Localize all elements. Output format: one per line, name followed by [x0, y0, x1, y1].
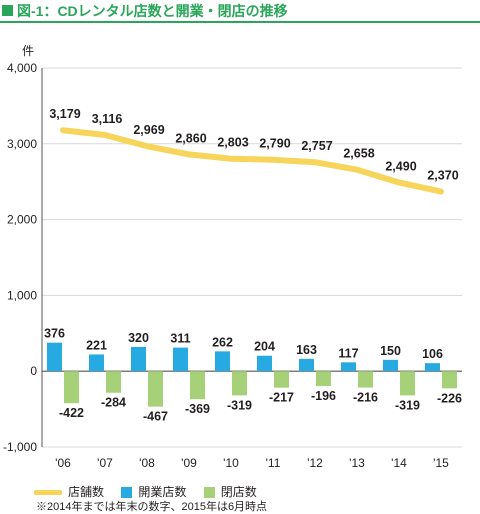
legend-line-swatch	[34, 490, 62, 496]
data-label-opening: 320	[128, 331, 149, 345]
data-label-opening: 163	[296, 343, 317, 357]
data-label-closing: -319	[227, 398, 252, 412]
y-tick-label: 1,000	[7, 288, 37, 302]
legend-item-closings: 閉店数	[203, 483, 257, 500]
data-label-opening: 262	[212, 335, 233, 349]
title-marker	[2, 5, 13, 16]
bar-closing	[106, 371, 121, 393]
bar-closing	[316, 371, 331, 387]
bar-closing	[400, 371, 415, 396]
data-label-closing: -284	[101, 396, 126, 410]
x-tick-label: '08	[139, 456, 155, 470]
bar-closing	[64, 371, 79, 404]
x-tick-label: '12	[307, 456, 323, 470]
x-tick-label: '07	[97, 456, 113, 470]
data-label-opening: 376	[44, 327, 65, 341]
line-series	[60, 127, 444, 195]
data-label-closing: -422	[59, 406, 84, 420]
bar-closing	[148, 371, 163, 407]
store-count-line	[60, 127, 444, 195]
bar-closing	[232, 371, 247, 396]
data-label-opening: 311	[170, 332, 190, 346]
footnote: ※2014年までは年末の数字、2015年は6月時点	[36, 501, 268, 513]
x-tick-label: '06	[55, 456, 71, 470]
y-tick-label: 0	[30, 364, 37, 378]
legend-blue-swatch	[121, 487, 133, 499]
bar-series	[47, 342, 457, 407]
bar-closing	[274, 371, 289, 388]
data-label-stores: 2,757	[301, 139, 332, 153]
data-label-opening: 117	[338, 346, 358, 360]
legend-label-stores: 店舗数	[68, 485, 105, 499]
x-tick-label: '10	[223, 456, 239, 470]
data-label-closing: -226	[437, 391, 462, 405]
data-label-opening: 221	[86, 338, 107, 352]
data-label-stores: 3,179	[49, 107, 80, 121]
bar-closing	[442, 371, 457, 389]
bar-opening	[215, 351, 230, 372]
data-label-stores: 2,803	[217, 136, 248, 150]
data-label-closing: -217	[269, 391, 294, 405]
y-tick-labels: 4,000 3,000 2,000 1,000 0 -1,000	[3, 61, 37, 454]
legend-label-openings: 開業店数	[138, 485, 187, 499]
bar-opening	[131, 346, 146, 372]
legend-green-swatch	[203, 487, 215, 499]
y-tick-label: 4,000	[7, 61, 37, 75]
data-label-closing: -369	[185, 402, 210, 416]
y-tick-label: 2,000	[7, 213, 37, 227]
bar-opening	[173, 347, 188, 372]
data-label-closing: -216	[353, 391, 378, 405]
data-label-opening: 106	[422, 347, 443, 361]
data-label-closing: -319	[395, 398, 420, 412]
data-label-stores: 2,790	[259, 137, 290, 151]
x-tick-label: '09	[181, 456, 197, 470]
x-tick-label: '14	[391, 456, 407, 470]
bar-opening	[257, 355, 272, 372]
data-label-stores: 2,969	[133, 123, 164, 137]
data-labels: 376 -422 221 -284 320 -467 311 -369 262 -319 204 -2…	[44, 107, 462, 423]
x-tick-label: '13	[349, 456, 365, 470]
data-label-stores: 2,860	[175, 131, 206, 145]
y-tick-label: 3,000	[7, 137, 37, 151]
bar-opening	[425, 363, 440, 372]
bar-opening	[299, 358, 314, 372]
data-label-closing: -467	[143, 410, 168, 424]
bar-opening	[47, 342, 62, 372]
data-label-stores: 3,116	[92, 112, 123, 126]
x-tick-labels: '06 '07 '08 '09 '10 '11 '12 '13 '14 '15	[55, 456, 449, 470]
legend-item-openings: 開業店数	[121, 483, 186, 500]
legend-item-stores: 店舗数	[34, 483, 104, 500]
data-label-stores: 2,370	[427, 169, 458, 183]
bar-opening	[383, 359, 398, 372]
data-label-stores: 2,490	[385, 159, 416, 173]
bar-opening	[341, 362, 356, 372]
bar-closing	[358, 371, 373, 388]
legend: 店舗数 開業店数 閉店数	[34, 483, 271, 500]
x-tick-label: '11	[266, 456, 281, 470]
data-label-stores: 2,658	[343, 147, 374, 161]
bar-opening	[89, 354, 104, 372]
data-label-opening: 204	[254, 340, 275, 354]
data-label-closing: -196	[311, 389, 336, 403]
title-rule	[0, 21, 480, 23]
data-label-opening: 150	[380, 344, 401, 358]
chart-header: 図-1：CDレンタル店数と開業・閉店の推移	[0, 0, 480, 26]
x-tick-label: '15	[433, 456, 449, 470]
legend-label-closings: 閉店数	[220, 485, 257, 499]
bar-closing	[190, 371, 205, 400]
y-axis-unit: 件	[22, 44, 34, 58]
chart-title: 図-1：CDレンタル店数と開業・閉店の推移	[17, 3, 288, 19]
y-tick-label: -1,000	[3, 440, 37, 454]
